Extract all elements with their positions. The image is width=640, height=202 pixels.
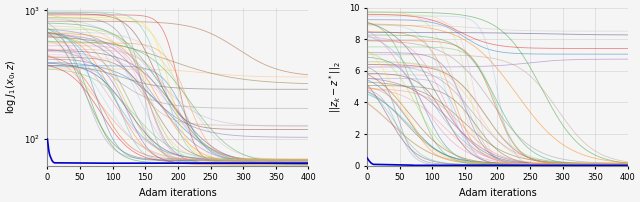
Y-axis label: log $J_1(x_0, z)$: log $J_1(x_0, z)$ <box>4 59 18 114</box>
X-axis label: Adam iterations: Adam iterations <box>139 188 217 198</box>
X-axis label: Adam iterations: Adam iterations <box>459 188 536 198</box>
Y-axis label: $||z_k - z^*||_2$: $||z_k - z^*||_2$ <box>328 61 343 113</box>
